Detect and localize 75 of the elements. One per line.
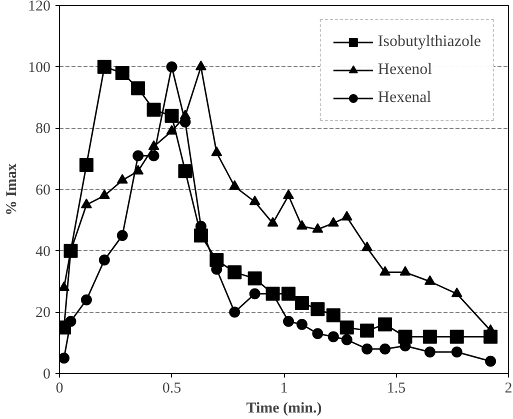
point [166, 61, 178, 72]
point [282, 316, 294, 327]
point [60, 352, 70, 364]
y-tick-label: 100 [28, 60, 50, 76]
point [340, 320, 354, 334]
point [312, 328, 324, 340]
point [424, 275, 436, 285]
y-tick-label: 20 [36, 305, 50, 322]
point [362, 241, 373, 252]
y-tick-label: 120 [28, 0, 50, 14]
point [451, 287, 462, 298]
point [97, 60, 112, 74]
point [249, 195, 260, 206]
point [65, 316, 76, 327]
legend-label: Hexenal [378, 89, 432, 107]
x-tick-label: 1 [280, 380, 288, 396]
point [228, 265, 242, 280]
point [450, 330, 464, 344]
x-tick-label: 0.5 [162, 380, 182, 396]
y-tick-label: 80 [36, 121, 50, 138]
x-axis-title: Time (min.) [246, 400, 322, 416]
point [296, 220, 308, 230]
point [380, 266, 391, 276]
point [98, 254, 110, 266]
point [424, 346, 436, 358]
point [341, 334, 352, 346]
point [164, 108, 179, 123]
y-tick-label: 40 [36, 244, 50, 260]
point [294, 296, 309, 310]
point [326, 308, 340, 322]
point [451, 346, 462, 358]
point [380, 343, 391, 354]
point [296, 318, 308, 330]
point [132, 150, 144, 162]
y-tick-label: 0 [43, 366, 50, 382]
point [98, 189, 110, 200]
point [328, 216, 339, 227]
x-tick-label: 2 [504, 380, 512, 396]
point [115, 66, 130, 80]
point [116, 174, 128, 184]
point [267, 216, 278, 227]
point [211, 146, 222, 156]
legend-label: Hexenol [378, 61, 432, 79]
point [310, 302, 325, 316]
point [282, 189, 294, 200]
point [400, 266, 411, 276]
point [360, 324, 374, 338]
point [166, 124, 178, 135]
y-tick-label: 60 [36, 182, 50, 198]
point [195, 60, 206, 70]
point [80, 198, 92, 208]
point [485, 356, 496, 367]
point [148, 150, 160, 162]
point [248, 271, 262, 286]
point [328, 331, 339, 342]
point [362, 343, 373, 354]
point [422, 330, 437, 344]
point [281, 286, 296, 301]
point [80, 294, 92, 306]
point [229, 180, 240, 190]
point [60, 281, 70, 292]
point [249, 288, 260, 300]
point [178, 164, 192, 178]
x-tick-label: 1.5 [386, 380, 406, 396]
point [229, 306, 240, 318]
point [146, 102, 161, 117]
point [312, 223, 324, 233]
legend-label: Isobutylthiazole [378, 33, 481, 51]
y-axis-title: % Imax [4, 162, 20, 216]
point [79, 158, 94, 172]
point [131, 81, 146, 96]
point [378, 317, 392, 332]
point [341, 210, 352, 220]
x-tick-label: 0 [56, 380, 64, 396]
point [116, 230, 128, 241]
